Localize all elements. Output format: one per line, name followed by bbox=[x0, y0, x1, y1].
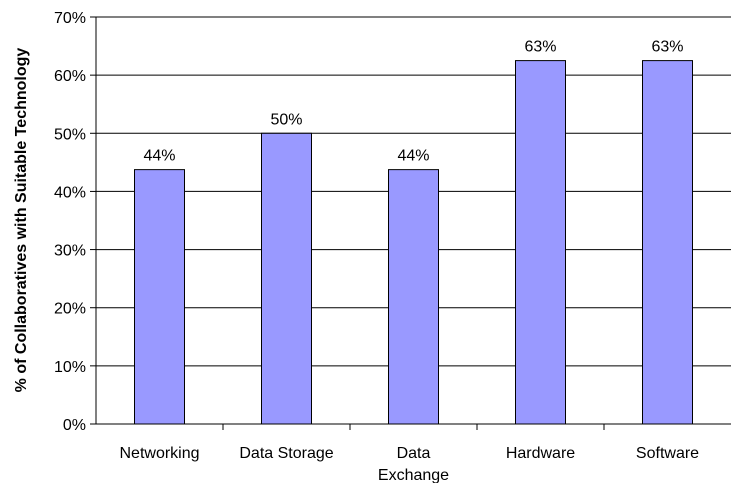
data-label: 63% bbox=[651, 39, 683, 56]
x-category-label: Data bbox=[397, 445, 431, 462]
bar bbox=[134, 169, 185, 425]
x-category-labels: Networking Data Storage Data Exchange Hardwa… bbox=[119, 445, 699, 483]
x-category-label: Hardware bbox=[506, 445, 575, 462]
bar bbox=[515, 60, 566, 425]
y-tick-label: 40% bbox=[54, 184, 86, 201]
y-tick-label: 20% bbox=[54, 301, 86, 318]
x-category-label: Exchange bbox=[378, 467, 449, 483]
x-category-label: Networking bbox=[119, 445, 199, 462]
y-tick-label: 50% bbox=[54, 126, 86, 143]
data-label: 44% bbox=[397, 148, 429, 165]
bar bbox=[642, 60, 693, 425]
data-label: 50% bbox=[270, 111, 302, 128]
data-labels: 44% 50% 44% 63% 63% bbox=[143, 39, 683, 165]
bar bbox=[261, 132, 312, 425]
y-tick-labels: 0% 10% 20% 30% 40% 50% 60% 70% bbox=[54, 10, 86, 434]
y-tick-label: 70% bbox=[54, 10, 86, 27]
bars bbox=[134, 60, 693, 425]
y-axis-title: % of Collaboratives with Suitable Techno… bbox=[13, 48, 30, 393]
axes bbox=[90, 16, 731, 430]
x-category-label: Data Storage bbox=[239, 445, 333, 462]
x-category-label: Software bbox=[636, 445, 699, 462]
data-label: 44% bbox=[143, 148, 175, 165]
data-label: 63% bbox=[524, 39, 556, 56]
y-tick-label: 0% bbox=[63, 417, 86, 434]
bar bbox=[388, 169, 439, 425]
y-tick-label: 30% bbox=[54, 243, 86, 260]
y-tick-label: 10% bbox=[54, 359, 86, 376]
y-tick-label: 60% bbox=[54, 68, 86, 85]
